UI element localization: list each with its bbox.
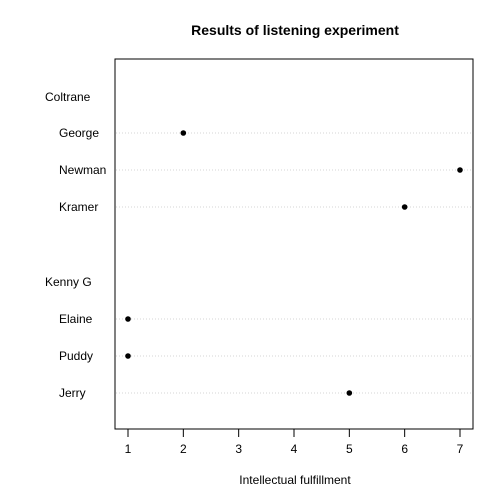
data-point [346,390,353,396]
item-label: George [59,126,99,140]
data-point [125,316,131,322]
item-label: Jerry [59,386,86,400]
gridlines [116,132,472,394]
chart-title: Results of listening experiment [191,22,399,38]
plot-frame [114,58,474,430]
group-label: Kenny G [45,275,92,289]
x-axis-label: Intellectual fulfillment [239,473,351,487]
x-tick-label: 2 [180,442,187,456]
group-label: Coltrane [45,90,91,104]
x-tick-label: 3 [235,442,242,456]
data-points [125,130,463,396]
x-tick-label: 1 [125,442,132,456]
item-label: Elaine [59,312,93,326]
x-tick-label: 6 [401,442,408,456]
x-tick-label: 4 [291,442,298,456]
data-point [180,130,187,136]
data-point [401,204,408,210]
x-tick-label: 5 [346,442,353,456]
x-axis: 1 2 3 4 5 6 7 [125,428,464,456]
item-label: Newman [59,163,106,177]
data-point [125,353,131,359]
data-point [457,167,463,173]
item-label: Kramer [59,200,98,214]
item-label: Puddy [59,349,93,363]
y-labels: Coltrane George Newman Kramer Kenny G Elaine P… [45,90,106,400]
x-tick-label: 7 [457,442,464,456]
